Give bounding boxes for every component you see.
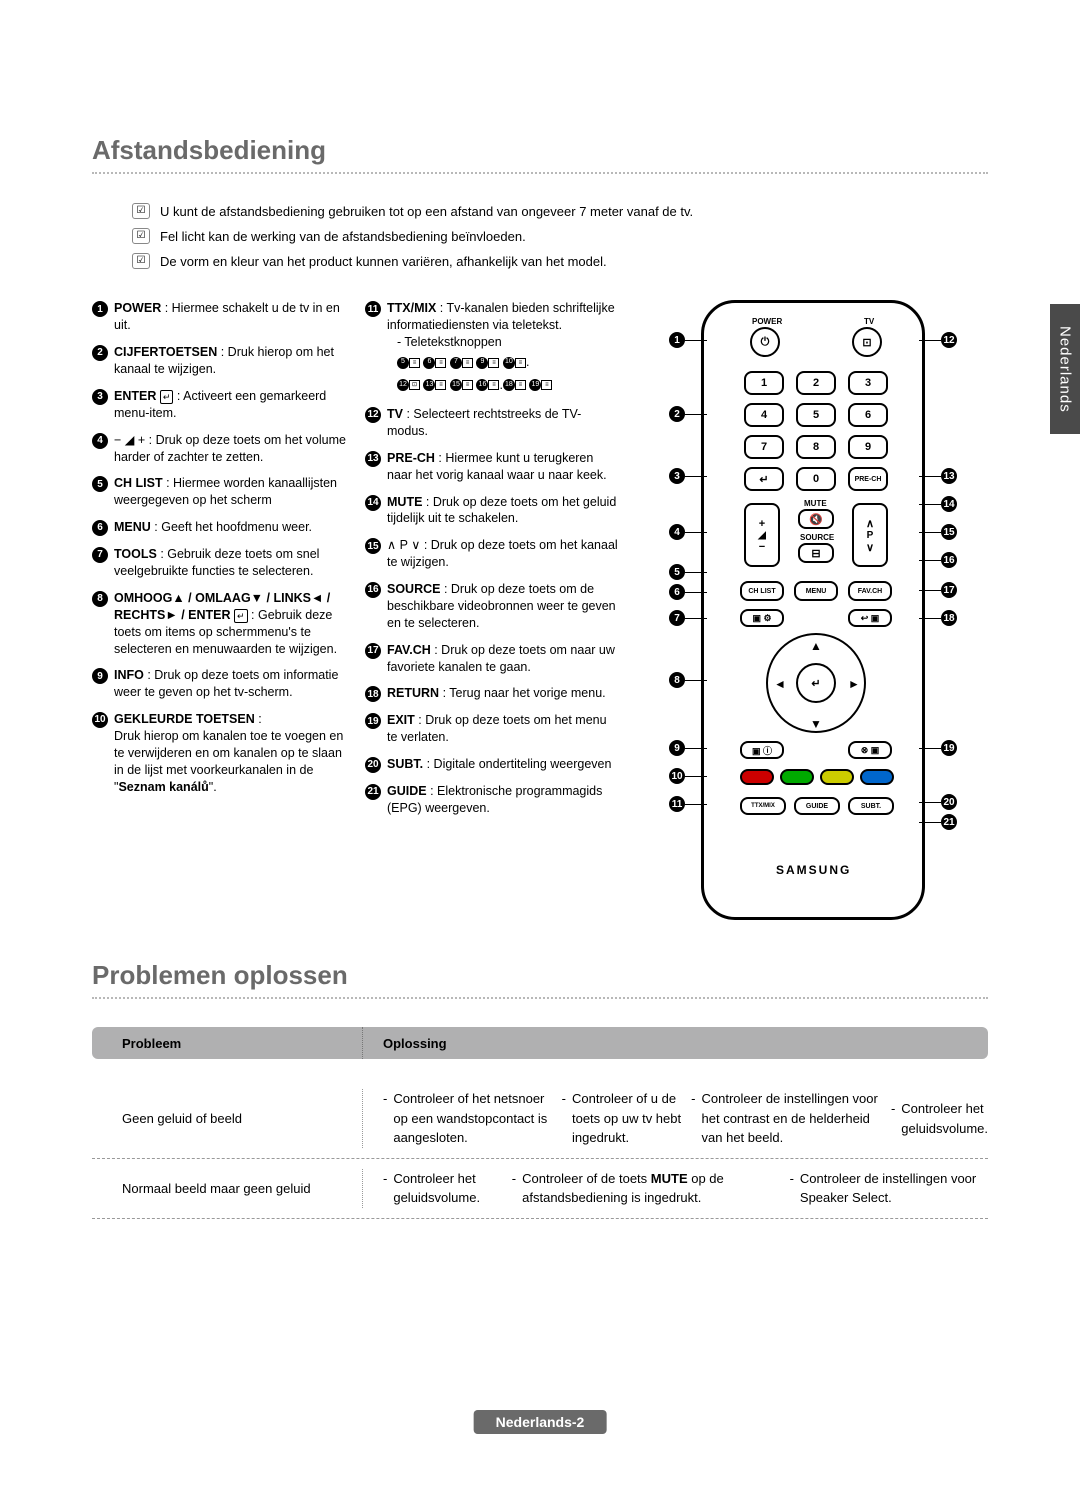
table-header: Probleem Oplossing <box>92 1027 988 1059</box>
callout-3: 3 <box>92 389 108 405</box>
info-button: ▣ ⓘ <box>740 741 784 759</box>
tools-button: ▣ ⚙ <box>740 609 784 627</box>
solution-cell: Controleer of het netsnoer op een wandst… <box>362 1089 988 1148</box>
problem-cell: Geen geluid of beeld <box>92 1089 362 1148</box>
callout-12: 12 <box>365 407 381 423</box>
tv-button: ⊡ <box>852 327 882 357</box>
callout-9: 9 <box>92 668 108 684</box>
callout-4: 4 <box>92 433 108 449</box>
red-button <box>740 769 774 785</box>
return-button: ↩ ▣ <box>848 609 892 627</box>
callout-15: 15 <box>365 538 381 554</box>
notes-block: ☑ U kunt de afstandsbediening gebruiken t… <box>132 202 988 272</box>
callout-18: 18 <box>365 686 381 702</box>
mute-button: 🔇 <box>798 509 834 529</box>
exit-button: ⊗ ▣ <box>848 741 892 759</box>
green-button <box>780 769 814 785</box>
callout-7: 7 <box>92 547 108 563</box>
callout-2: 2 <box>92 345 108 361</box>
section1-title: Afstandsbediening <box>92 135 988 166</box>
page-footer: Nederlands-2 <box>474 1410 607 1434</box>
callout-1: 1 <box>92 301 108 317</box>
callout-10: 10 <box>92 712 108 728</box>
divider <box>92 997 988 999</box>
solution-cell: Controleer het geluidsvolume. Controleer… <box>362 1169 988 1208</box>
divider <box>92 172 988 174</box>
callout-6: 6 <box>92 520 108 536</box>
table-row: Normaal beeld maar geen geluid Controlee… <box>92 1159 988 1219</box>
callout-11: 11 <box>365 301 381 317</box>
source-button: ⊟ <box>798 543 834 563</box>
volume-rocker: +◢− <box>744 503 780 567</box>
enter-icon: ↵ <box>234 609 248 623</box>
callout-5: 5 <box>92 476 108 492</box>
problem-cell: Normaal beeld maar geen geluid <box>92 1169 362 1208</box>
remote-descriptions-left: 1POWER : Hiermee schakelt u de tv in en … <box>92 300 347 920</box>
enter-icon: ↵ <box>160 390 174 404</box>
callout-17: 17 <box>365 643 381 659</box>
note-icon: ☑ <box>132 253 150 269</box>
callout-16: 16 <box>365 582 381 598</box>
callout-21: 21 <box>365 784 381 800</box>
remote-diagram: POWER ⏻ TV ⊡ 1 2 3 4 5 6 7 8 9 ↵ 0 PRE- <box>663 300 963 920</box>
note-text: Fel licht kan de werking van de afstands… <box>160 227 526 248</box>
note-icon: ☑ <box>132 203 150 219</box>
blue-button <box>860 769 894 785</box>
samsung-logo: SAMSUNG <box>776 863 851 877</box>
channel-rocker: ∧P∨ <box>852 503 888 567</box>
th-problem: Probleem <box>92 1036 362 1051</box>
remote-descriptions-mid: 11TTX/MIX : Tv-kanalen bieden schrifteli… <box>365 300 620 920</box>
table-row: Geen geluid of beeld Controleer of het n… <box>92 1079 988 1159</box>
yellow-button <box>820 769 854 785</box>
callout-13: 13 <box>365 451 381 467</box>
note-icon: ☑ <box>132 228 150 244</box>
callout-14: 14 <box>365 495 381 511</box>
callout-20: 20 <box>365 757 381 773</box>
power-button: ⏻ <box>750 327 780 357</box>
th-solution: Oplossing <box>362 1027 988 1059</box>
note-text: De vorm en kleur van het product kunnen … <box>160 252 607 273</box>
callout-19: 19 <box>365 713 381 729</box>
enter-small: ↵ <box>744 467 784 491</box>
note-text: U kunt de afstandsbediening gebruiken to… <box>160 202 693 223</box>
section2-title: Problemen oplossen <box>92 960 988 991</box>
callout-8: 8 <box>92 591 108 607</box>
